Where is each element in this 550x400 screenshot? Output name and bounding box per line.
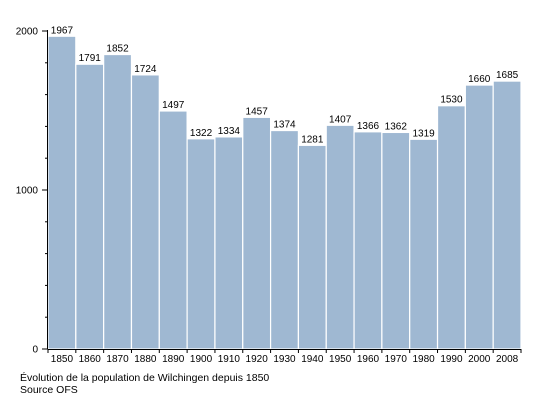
value-label-2000: 1660 <box>468 74 491 85</box>
bar-2008 <box>492 80 522 350</box>
bar-1850 <box>47 35 77 350</box>
value-label-1860: 1791 <box>79 53 102 64</box>
x-tick-label-1890: 1890 <box>162 354 185 365</box>
x-tick-label-1960: 1960 <box>357 354 380 365</box>
x-tick-label-1940: 1940 <box>301 354 324 365</box>
x-tick-label-1930: 1930 <box>273 354 296 365</box>
value-label-1920: 1457 <box>246 106 269 117</box>
bar-1920 <box>242 116 272 350</box>
y-tick-label-0: 0 <box>32 345 38 356</box>
value-labels-layer: 1967 1850 1791 1860 1852 1870 1724 1880 1497 1890… <box>16 25 519 365</box>
bar-1970 <box>381 131 411 350</box>
value-label-1980: 1319 <box>412 128 435 139</box>
value-label-1990: 1530 <box>440 95 463 106</box>
x-tick-label-1970: 1970 <box>385 354 408 365</box>
bar-1980 <box>409 138 439 350</box>
x-tick-label-2008: 2008 <box>496 354 519 365</box>
chart-caption-source: Source OFS <box>20 384 78 396</box>
x-tick-label-2000: 2000 <box>468 354 491 365</box>
x-tick-label-1880: 1880 <box>134 354 157 365</box>
value-label-1970: 1362 <box>385 121 408 132</box>
bar-1960 <box>353 131 383 350</box>
value-label-1900: 1322 <box>190 128 213 139</box>
x-tick-label-1850: 1850 <box>51 354 74 365</box>
value-label-1880: 1724 <box>134 64 157 75</box>
bar-1880 <box>130 74 160 350</box>
bar-1900 <box>186 138 216 350</box>
bar-1950 <box>325 124 355 350</box>
x-tick-label-1860: 1860 <box>79 354 102 365</box>
bar-1890 <box>158 110 188 350</box>
value-label-1850: 1967 <box>51 25 74 36</box>
bar-1930 <box>269 129 300 350</box>
bars-layer <box>47 35 522 350</box>
y-tick-label-1000: 1000 <box>16 186 39 197</box>
bar-1990 <box>436 105 466 350</box>
y-tick-label-2000: 2000 <box>16 27 39 38</box>
value-label-1950: 1407 <box>329 114 352 125</box>
x-tick-label-1900: 1900 <box>190 354 213 365</box>
x-tick-label-1870: 1870 <box>106 354 129 365</box>
x-tick-label-1990: 1990 <box>440 354 463 365</box>
value-label-2008: 1685 <box>496 70 519 81</box>
bar-1860 <box>75 63 105 350</box>
axes-layer <box>42 30 522 353</box>
bar-1940 <box>297 144 327 350</box>
value-label-1960: 1366 <box>357 121 380 132</box>
value-label-1910: 1334 <box>218 126 241 137</box>
value-label-1930: 1374 <box>273 120 296 131</box>
bar-2000 <box>464 84 494 350</box>
x-tick-label-1980: 1980 <box>412 354 435 365</box>
value-label-1890: 1497 <box>162 100 185 111</box>
bar-1870 <box>103 53 133 350</box>
value-label-1870: 1852 <box>106 44 129 55</box>
x-tick-label-1910: 1910 <box>218 354 241 365</box>
x-tick-label-1920: 1920 <box>246 354 269 365</box>
bar-1910 <box>214 136 244 350</box>
value-label-1940: 1281 <box>301 134 324 145</box>
x-tick-label-1950: 1950 <box>329 354 352 365</box>
chart-caption-title: Évolution de la population de Wilchingen… <box>20 372 270 384</box>
